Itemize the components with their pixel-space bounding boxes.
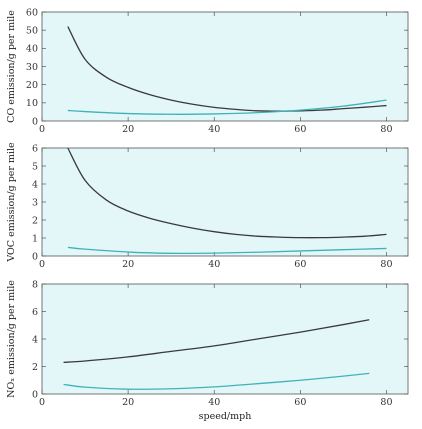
y-tick-label: 6 [32, 307, 38, 318]
series-line-dark [63, 319, 370, 364]
y-tick-label: 1 [32, 233, 38, 244]
plot-area [41, 11, 409, 122]
y-tick-label: 50 [26, 25, 38, 36]
x-tick-label: 20 [122, 124, 134, 135]
x-tick-label: 0 [39, 124, 45, 135]
x-tick-label: 60 [294, 124, 306, 135]
x-tick-label: 40 [208, 259, 220, 270]
y-tick-label: 20 [26, 80, 38, 91]
x-tick-label: 80 [380, 397, 392, 408]
x-tick-label: 0 [39, 259, 45, 270]
y-tick-label: 0 [32, 116, 38, 127]
y-tick-label: 6 [32, 143, 38, 154]
y-tick-label: 10 [26, 98, 38, 109]
series-line-dark [67, 147, 387, 239]
x-tick-label: 40 [208, 124, 220, 135]
x-tick-label: 40 [208, 397, 220, 408]
chart-panel-1: 0 10 20 30 40 50 60 0 20 40 60 80 CO emission/g per … [6, 7, 409, 135]
y-tick-label: 4 [32, 179, 38, 190]
y-tick-label: 2 [32, 215, 38, 226]
x-axis-label: speed/mph [199, 411, 252, 422]
x-tick-label: 60 [294, 397, 306, 408]
y-axis-label: CO emission/g per mile [6, 10, 17, 123]
plot-area [41, 283, 409, 395]
x-tick-label: 20 [122, 259, 134, 270]
series-line-teal [67, 99, 387, 115]
y-tick-label: 5 [32, 161, 38, 172]
series-line-teal [63, 372, 370, 390]
x-tick-label: 20 [122, 397, 134, 408]
series-line-dark [67, 26, 387, 112]
x-tick-label: 80 [380, 259, 392, 270]
y-axis-label: VOC emission/g per mile [6, 142, 17, 263]
x-tick-label: 80 [380, 124, 392, 135]
y-tick-label: 0 [32, 251, 38, 262]
y-tick-label: 3 [32, 197, 38, 208]
y-tick-label: 2 [32, 362, 38, 373]
x-tick-label: 60 [294, 259, 306, 270]
y-tick-label: 4 [32, 334, 38, 345]
y-axis-label: NOₓ emission/g per mile [6, 280, 17, 398]
x-tick-label: 0 [39, 397, 45, 408]
y-tick-label: 30 [26, 62, 38, 73]
y-tick-label: 0 [32, 389, 38, 400]
plot-area [41, 147, 409, 257]
y-tick-label: 40 [26, 44, 38, 55]
y-tick-label: 60 [26, 7, 38, 18]
series-line-teal [67, 246, 387, 255]
y-tick-label: 8 [32, 279, 38, 290]
